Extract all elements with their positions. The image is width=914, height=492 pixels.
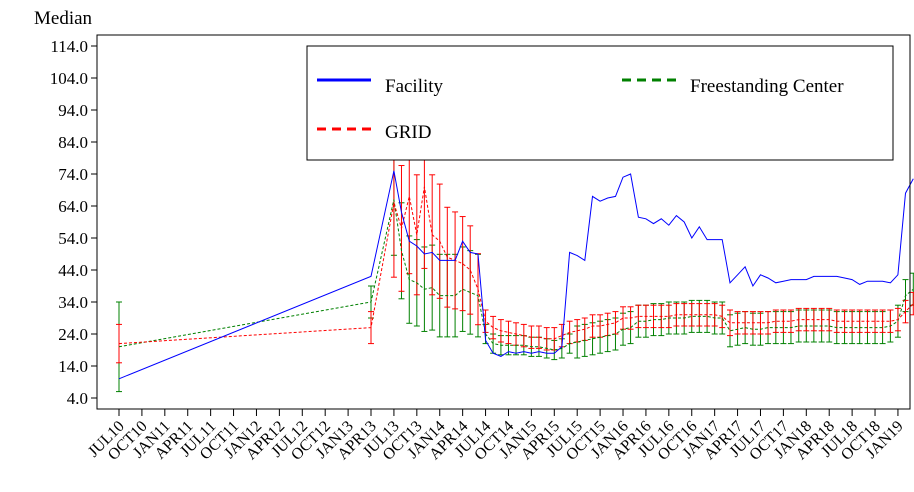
y-tick-label: 94.0 xyxy=(58,101,88,120)
legend-label-grid: GRID xyxy=(385,122,431,143)
y-axis-ticks: 4.0 14.0 24.0 34.0 44.0 54.0 64.0 74.0 84.0 94.0 1… xyxy=(50,37,97,408)
y-axis-title: Median xyxy=(34,8,93,29)
y-tick-label: 4.0 xyxy=(67,389,88,408)
legend-label-facility: Facility xyxy=(385,76,444,97)
y-tick-label: 114.0 xyxy=(50,37,88,56)
y-tick-label: 44.0 xyxy=(58,261,88,280)
y-tick-label: 64.0 xyxy=(58,197,88,216)
y-tick-label: 104.0 xyxy=(50,69,88,88)
series-line-grid xyxy=(118,186,914,345)
y-tick-label: 14.0 xyxy=(58,357,88,376)
legend: Facility Freestanding Center GRID xyxy=(306,45,894,161)
x-axis-ticks: JUL10OCT10JAN11APR11JUL11OCT11JAN12APR12… xyxy=(85,409,907,464)
y-tick-label: 74.0 xyxy=(58,165,88,184)
y-tick-label: 84.0 xyxy=(58,133,88,152)
series-lines xyxy=(118,170,914,380)
series-line-freestanding xyxy=(118,199,914,351)
plot-frame xyxy=(96,34,911,410)
legend-label-freestanding: Freestanding Center xyxy=(690,76,844,97)
legend-box xyxy=(306,45,894,161)
y-tick-label: 24.0 xyxy=(58,325,88,344)
series-line-facility xyxy=(118,170,914,380)
y-tick-label: 34.0 xyxy=(58,293,88,312)
y-tick-label: 54.0 xyxy=(58,229,88,248)
freestanding-error-bars xyxy=(116,143,914,393)
